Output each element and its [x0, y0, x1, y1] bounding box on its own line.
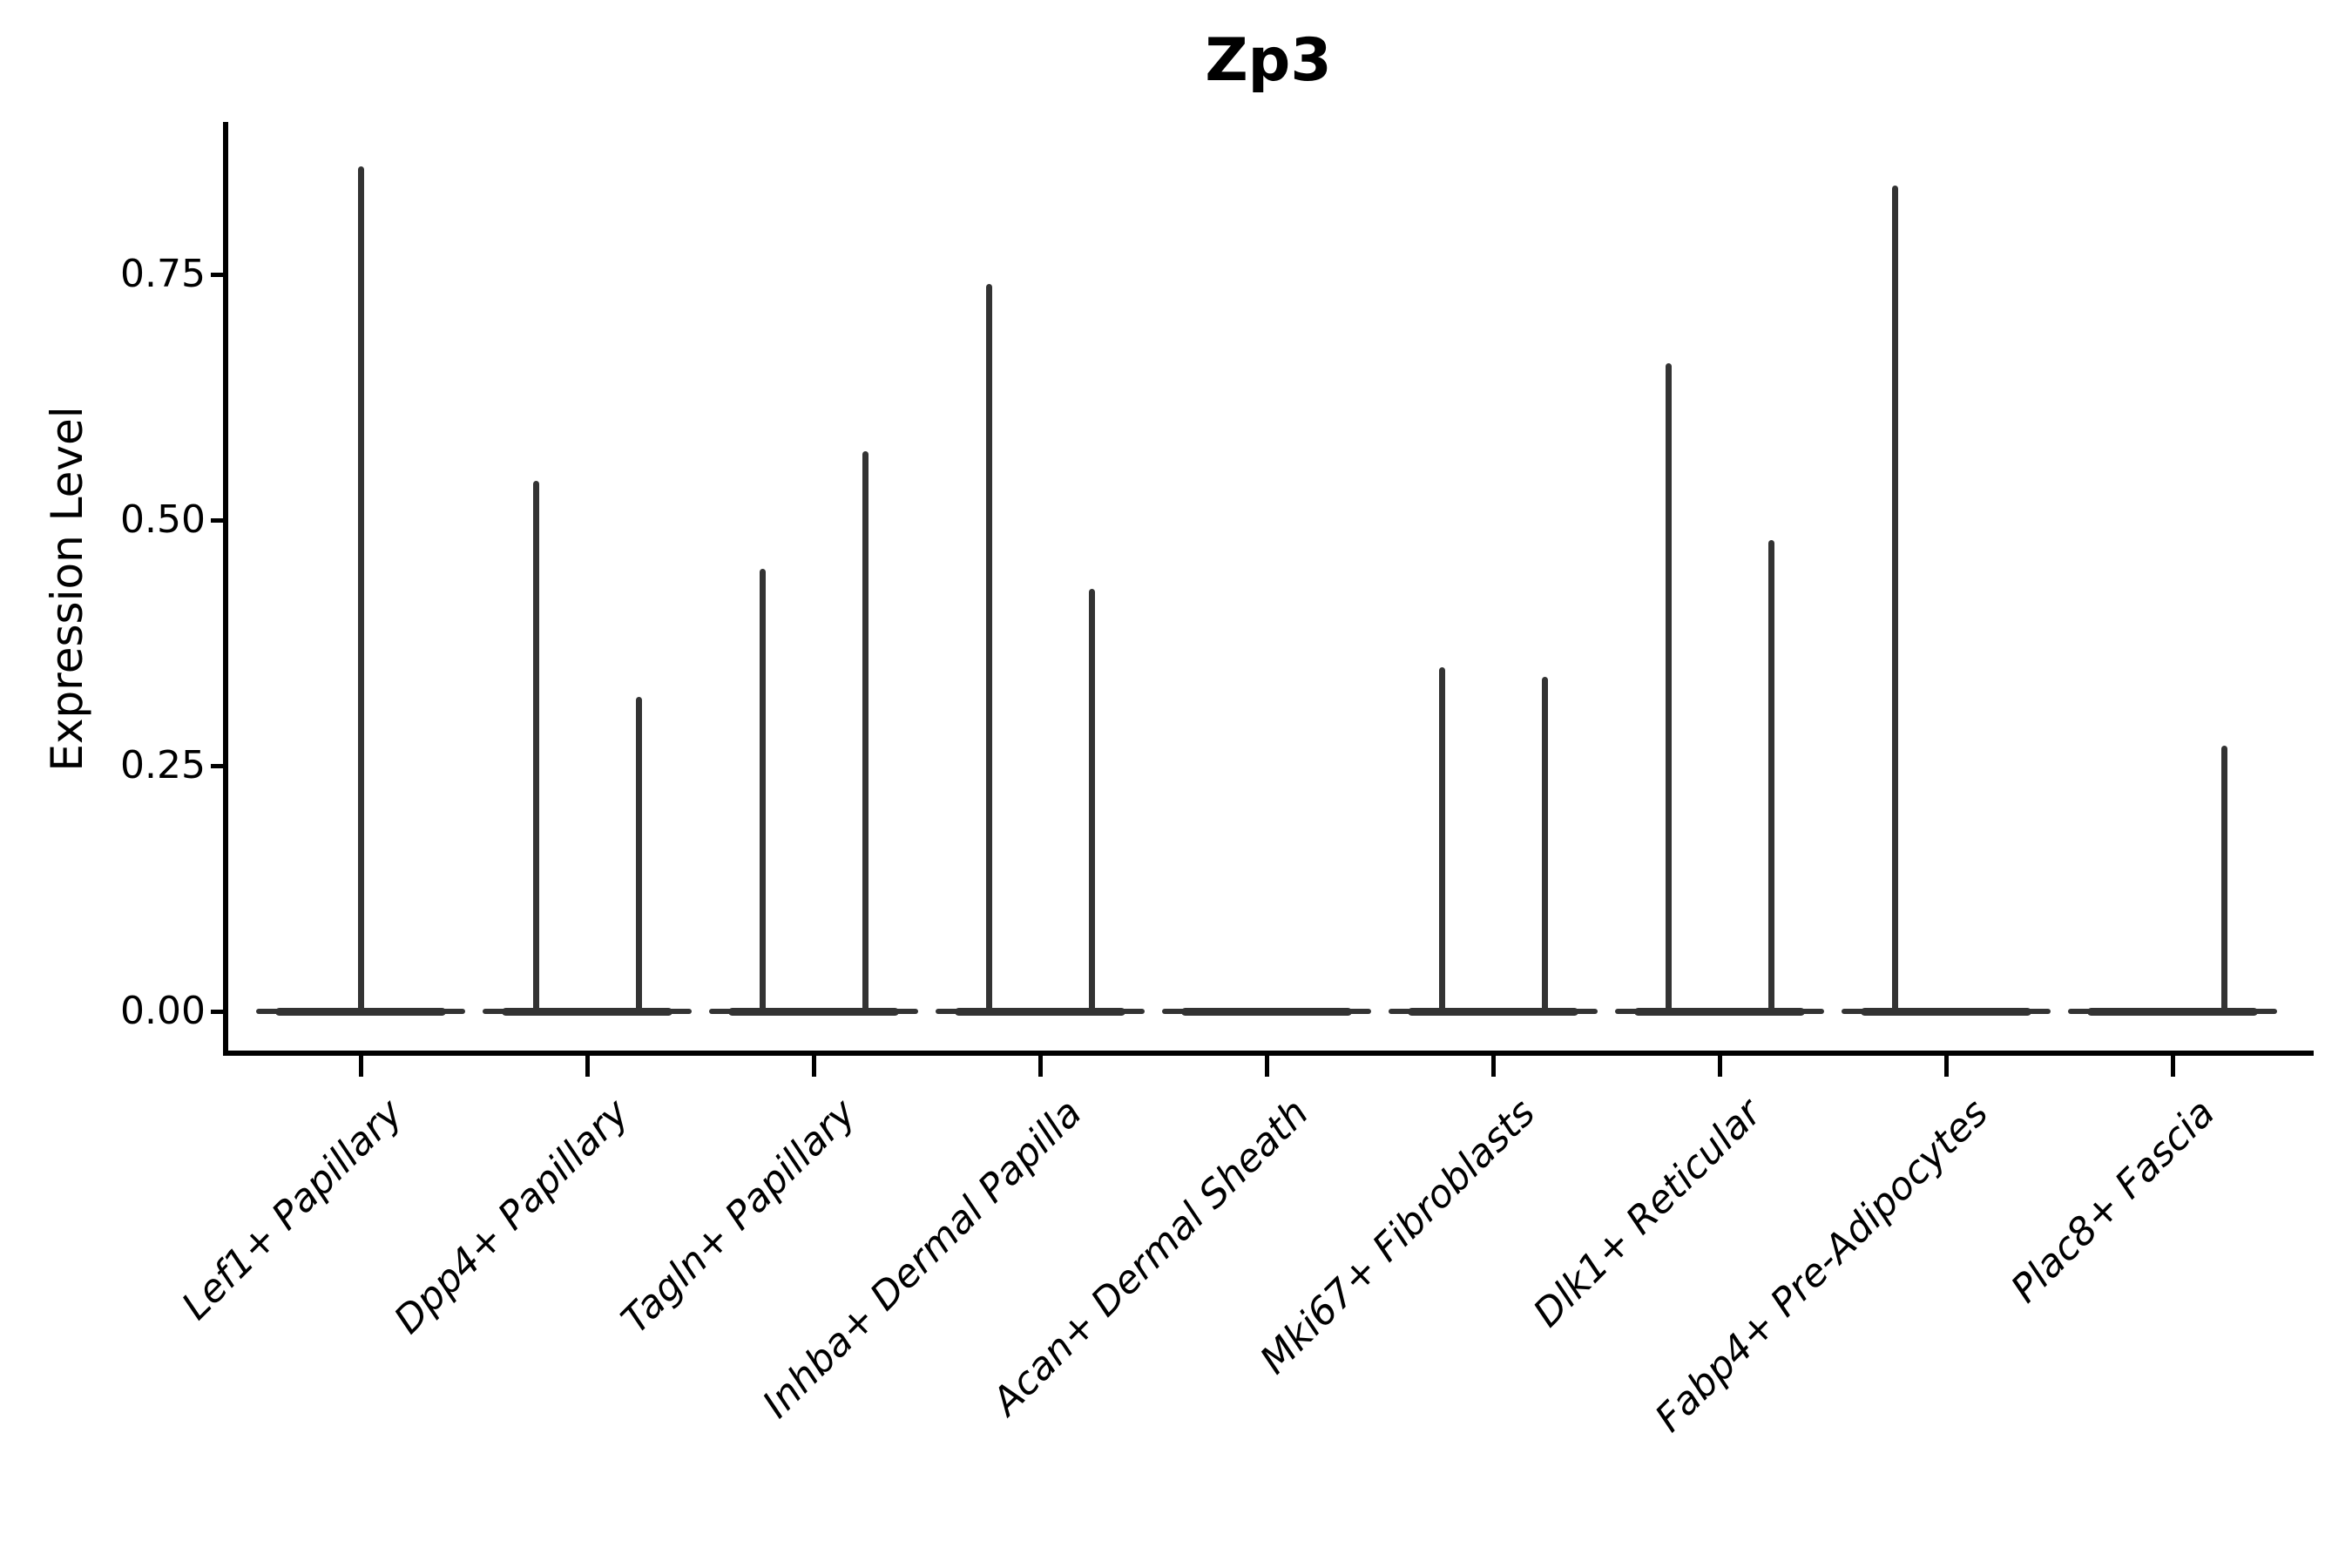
violin-spike	[1541, 677, 1548, 1014]
x-tick	[1944, 1056, 1949, 1077]
violin-spike	[1891, 186, 1898, 1014]
violin-baseline-core	[955, 1008, 1125, 1016]
x-tick	[1038, 1056, 1043, 1077]
violin-baseline-core	[728, 1008, 899, 1016]
x-tick	[2171, 1056, 2175, 1077]
y-tick	[211, 764, 225, 768]
violin-baseline-core	[1408, 1008, 1578, 1016]
x-tick-label: Dpp4+ Papillary	[386, 1091, 639, 1343]
x-tick-label: Tagln+ Papillary	[612, 1091, 865, 1342]
x-tick-label: Dlk1+ Reticular	[1524, 1091, 1771, 1336]
violin-spike	[1767, 539, 1774, 1014]
violin-baseline-core	[1861, 1008, 2031, 1016]
violin-baseline-core	[502, 1008, 672, 1016]
violin-spike	[862, 451, 868, 1014]
violin-spike	[1665, 362, 1672, 1014]
y-tick	[211, 518, 225, 523]
x-tick-label: Plac8+ Fascia	[2002, 1091, 2224, 1312]
violin-spike	[759, 569, 766, 1014]
violin-baseline-core	[2087, 1008, 2258, 1016]
violin-spike	[985, 284, 992, 1014]
violin-spike	[532, 480, 539, 1014]
y-tick-label: 0.50	[120, 497, 206, 542]
violin-spike	[357, 166, 364, 1014]
x-tick	[812, 1056, 816, 1077]
chart-title: Zp3	[1205, 26, 1332, 95]
x-tick	[1491, 1056, 1496, 1077]
violin-baseline-core	[1634, 1008, 1805, 1016]
y-tick-label: 0.75	[120, 252, 206, 296]
x-tick	[359, 1056, 363, 1077]
x-tick	[1718, 1056, 1722, 1077]
x-tick	[585, 1056, 590, 1077]
violin-spike	[1438, 667, 1445, 1014]
y-axis-spine	[223, 122, 228, 1056]
y-tick-label: 0.25	[120, 743, 206, 787]
violin-spike	[2220, 746, 2227, 1014]
violin-spike	[1088, 588, 1095, 1014]
x-axis-spine	[223, 1051, 2314, 1056]
y-tick	[211, 273, 225, 277]
y-tick	[211, 1010, 225, 1014]
x-tick-label: Lef1+ Papillary	[173, 1091, 412, 1329]
y-tick-label: 0.00	[120, 989, 206, 1033]
violin-baseline-core	[1181, 1008, 1352, 1016]
x-tick	[1265, 1056, 1269, 1077]
violin-spike	[635, 697, 642, 1014]
y-axis-label: Expression Level	[42, 406, 92, 772]
